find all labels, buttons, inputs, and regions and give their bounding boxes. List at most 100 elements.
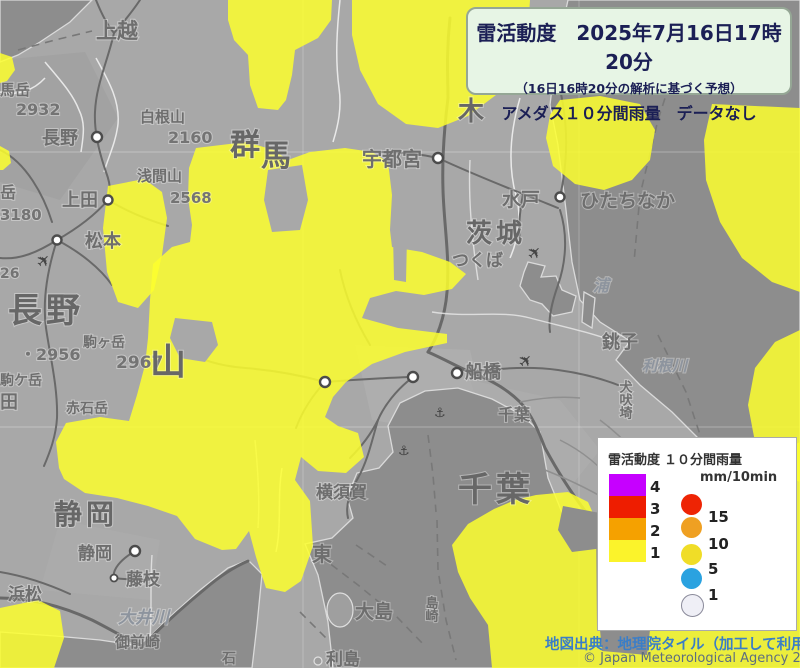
- prefecture-borders: [0, 0, 521, 553]
- label-elev-3180: 3180: [0, 206, 42, 224]
- activity-value-2: 2: [650, 522, 661, 540]
- forecast-title: 雷活動度 2025年7月16日17時20分: [476, 21, 782, 74]
- legend-panel: 雷活動度 １０分間雨量 mm/10min 4 3 2 1 15 10 5 1: [597, 437, 797, 631]
- activity-blob: [704, 104, 800, 292]
- city-marker: [102, 194, 114, 206]
- rain-threshold-10: 10: [708, 535, 729, 553]
- kinu-river: [468, 159, 479, 281]
- label-joetsu: 上越: [96, 19, 139, 43]
- label-nagano-city: 長野: [42, 128, 78, 149]
- rain-threshold-15: 15: [708, 508, 729, 526]
- label-komagatake: 駒ヶ岳: [83, 334, 125, 351]
- label-fujieda: 藤枝: [126, 569, 161, 590]
- city-marker: [90, 130, 104, 144]
- label-chiba-city: 千葉: [498, 405, 531, 424]
- label-elev-2956: ・2956: [20, 345, 81, 364]
- activity-swatch-4: [609, 474, 646, 496]
- city-marker: [318, 375, 332, 389]
- suruga-bay: [0, 559, 263, 668]
- label-funabashi: 船橋: [465, 361, 502, 383]
- islands: [313, 592, 354, 666]
- rain-threshold-5: 5: [708, 560, 719, 578]
- rain-threshold-1: 1: [708, 586, 719, 604]
- label-omaezaki: 御前崎: [114, 633, 160, 651]
- rain-circle-red: [681, 494, 702, 515]
- overlay-gaps: [170, 165, 650, 655]
- activity-blob: [0, 53, 15, 83]
- label-ito: 東: [312, 542, 332, 566]
- oshima-island: [326, 592, 354, 628]
- label-nagano-pref: 長野: [8, 291, 84, 331]
- label-nojimazaki: 島崎: [423, 595, 439, 623]
- lake-kasumigaura: [519, 261, 577, 317]
- activity-blob: [452, 442, 800, 668]
- label-elev-26: 26: [0, 266, 19, 282]
- rain-circle-blue: [681, 568, 702, 589]
- label-mito: 水戸: [502, 189, 540, 211]
- amedas-status: アメダス１０分間雨量 データなし: [501, 104, 757, 123]
- rain-circle-orange: [681, 517, 702, 538]
- lake-kitaura: [581, 290, 596, 330]
- port-anchor-icon: ⚓: [398, 444, 410, 459]
- activity-swatch-3: [609, 496, 646, 518]
- activity-value-3: 3: [650, 500, 661, 518]
- city-marker: [128, 544, 142, 558]
- label-chiba-pref: 千葉: [458, 470, 534, 510]
- activity-blob: [228, 0, 332, 110]
- activity-blob: [0, 600, 64, 668]
- label-shirane-san: 白根山: [140, 108, 185, 126]
- city-marker: [431, 151, 445, 165]
- label-choshi: 銚子: [602, 331, 638, 353]
- label-hamamatsu: 浜松: [8, 584, 42, 605]
- city-marker: [554, 191, 566, 203]
- label-utsunomiya: 宇都宮: [362, 147, 422, 171]
- activity-value-1: 1: [650, 544, 661, 562]
- activity-value-4: 4: [650, 478, 661, 496]
- label-toshima: 利島: [326, 649, 360, 668]
- activity-swatch-2: [609, 518, 646, 540]
- label-elev-2932: 2932: [16, 100, 61, 119]
- label-yamanashi: 山: [150, 342, 190, 383]
- port-anchor-icon: ⚓: [434, 406, 446, 421]
- activity-blob: [0, 146, 11, 170]
- label-kasumigaura: 浦: [593, 276, 612, 295]
- activity-blob: [103, 179, 167, 308]
- label-gunma-1: 群: [230, 128, 264, 163]
- label-gunma-2: 馬: [261, 139, 295, 174]
- legend-rain-title: １０分間雨量: [664, 453, 743, 468]
- label-yokosuka: 横須賀: [316, 482, 367, 503]
- rain-circle-yellow: [681, 544, 702, 565]
- rain-circle-white: [681, 594, 704, 617]
- label-yari-dake: 岳: [0, 183, 16, 202]
- legend-activity-title: 雷活動度: [608, 453, 661, 468]
- label-ibaraki: 茨城: [466, 219, 526, 249]
- map-source-attribution: 地図出典：地理院タイル（加工して利用）: [545, 637, 800, 653]
- label-shizuoka-pref: 静岡: [54, 498, 118, 531]
- label-tsukuba: つくば: [452, 251, 503, 271]
- label-matsumoto: 松本: [85, 230, 121, 252]
- label-irozaki: 石: [221, 651, 236, 667]
- sea-of-japan: [0, 0, 93, 63]
- label-asama-yama: 浅間山: [137, 167, 182, 185]
- label-oshima: 大島: [355, 600, 393, 623]
- label-ueda: 上田: [62, 190, 98, 211]
- label-hakuba: 馬岳: [0, 81, 30, 99]
- label-elev-2160: 2160: [168, 128, 213, 147]
- city-marker: [51, 234, 63, 246]
- label-tochigi: 木: [457, 97, 488, 127]
- activity-blob: [546, 96, 655, 190]
- legend-rain-unit: mm/10min: [700, 470, 778, 485]
- label-elev-2568: 2568: [170, 189, 212, 207]
- label-iida: 田: [0, 392, 18, 413]
- forecast-subtitle: （16日16時20分の解析に基づく予想）: [515, 81, 743, 96]
- label-akaishi: 赤石岳: [66, 400, 108, 417]
- label-oi-river: 大井川: [118, 608, 171, 628]
- toshima-island: [313, 656, 323, 666]
- city-marker: [406, 370, 420, 384]
- map-labels: 上越 馬岳 2932 長野 白根山 2160 群 馬 浅間山 2568 岳 31…: [0, 18, 690, 668]
- label-inubosaki: 犬吠埼: [617, 379, 633, 420]
